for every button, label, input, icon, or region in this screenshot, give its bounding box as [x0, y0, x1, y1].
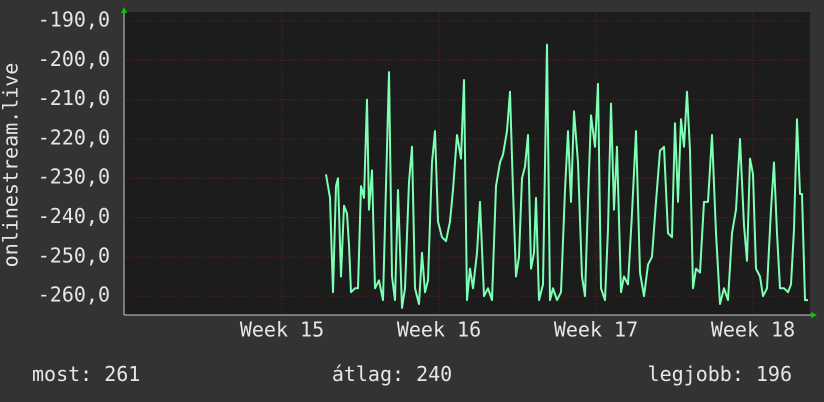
- labels: -190,0 -200,0 -210,0 -220,0 -230,0 -240,0 -250…: [32, 8, 795, 386]
- y-tick-label: -200,0: [38, 47, 110, 71]
- y-tick-label: -210,0: [38, 86, 110, 110]
- marks: [325, 43, 808, 309]
- stat: legjobb: 196: [648, 362, 792, 386]
- data-line: [325, 43, 808, 309]
- y-axis-label: onlinestream.live: [0, 63, 23, 268]
- stat: átlag: 240: [332, 362, 452, 386]
- stat-value: 261: [104, 362, 140, 386]
- stat-value: 196: [756, 362, 792, 386]
- y-tick-label: -220,0: [38, 125, 110, 149]
- y-tick-label: -240,0: [38, 204, 110, 228]
- x-tick-label: Week 17: [554, 318, 638, 342]
- y-tick-label: -260,0: [38, 283, 110, 307]
- stat: most: 261: [32, 362, 140, 386]
- y-tick-label: -230,0: [38, 165, 110, 189]
- x-axis-arrow: [811, 312, 817, 318]
- y-axis-arrow: [121, 7, 127, 13]
- stat-value: 240: [416, 362, 452, 386]
- stat-label: legjobb:: [648, 362, 744, 386]
- x-tick-label: Week 15: [240, 318, 324, 342]
- y-tick-label: -250,0: [38, 243, 110, 267]
- stat-label: most:: [32, 362, 92, 386]
- x-tick-label: Week 18: [711, 318, 795, 342]
- y-tick-label: -190,0: [38, 8, 110, 32]
- stat-label: átlag:: [332, 362, 404, 386]
- x-tick-label: Week 16: [397, 318, 481, 342]
